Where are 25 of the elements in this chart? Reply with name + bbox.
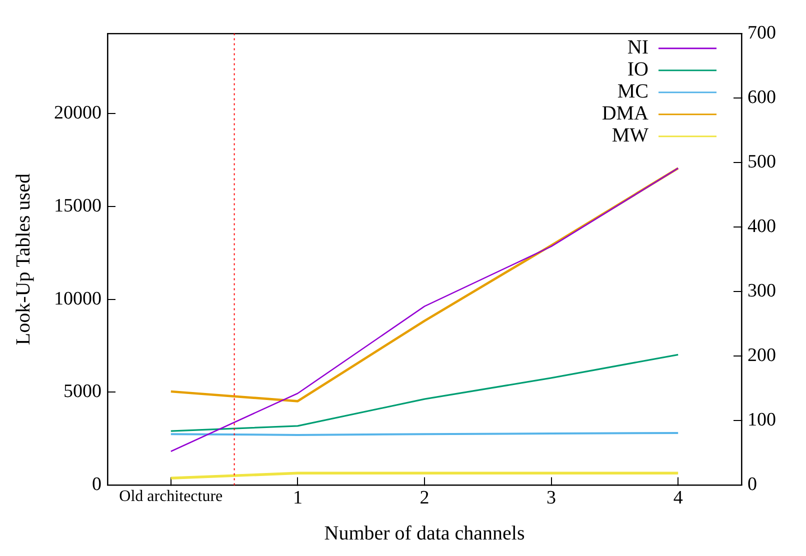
y2-tick-label: 100 bbox=[748, 410, 776, 431]
y-axis-title: Look-Up Tables used bbox=[12, 174, 34, 346]
y2-tick-label: 300 bbox=[748, 280, 776, 302]
legend-label: MC bbox=[617, 80, 648, 103]
y-tick-label: 10000 bbox=[54, 288, 102, 310]
y-tick-label: 15000 bbox=[54, 195, 102, 216]
x-tick-label: Old architecture bbox=[119, 488, 223, 506]
legend-label: IO bbox=[627, 58, 648, 81]
x-tick-label: 3 bbox=[546, 488, 556, 509]
y-tick-label: 0 bbox=[92, 474, 102, 496]
y2-tick-label: 700 bbox=[748, 22, 776, 44]
y-tick-label: 5000 bbox=[64, 381, 102, 402]
y2-tick-label: 200 bbox=[748, 345, 776, 366]
legend-label: MW bbox=[612, 124, 649, 147]
x-tick-label: 1 bbox=[292, 488, 302, 509]
x-axis-title: Number of data channels bbox=[324, 522, 525, 544]
x-tick-label: 2 bbox=[420, 488, 430, 509]
y-tick-label: 20000 bbox=[54, 102, 102, 124]
legend-label: DMA bbox=[602, 102, 650, 125]
legend-label: NI bbox=[627, 36, 648, 59]
x-tick-label: 4 bbox=[673, 488, 684, 509]
y2-tick-label: 500 bbox=[748, 151, 776, 172]
y2-tick-label: 0 bbox=[748, 474, 757, 496]
y2-tick-label: 400 bbox=[748, 216, 776, 238]
y2-tick-label: 600 bbox=[748, 86, 776, 108]
